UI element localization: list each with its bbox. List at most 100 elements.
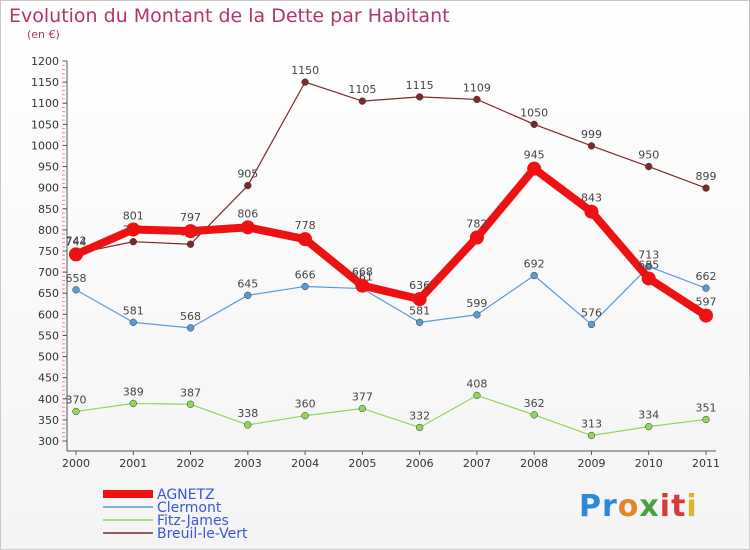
- data-label: 685: [638, 258, 659, 271]
- data-label: 599: [466, 297, 487, 310]
- data-point: [527, 161, 542, 176]
- data-label: 744: [66, 236, 87, 249]
- data-label: 636: [409, 279, 430, 292]
- data-point: [301, 282, 309, 291]
- data-label: 581: [123, 304, 144, 317]
- data-label: 782: [466, 217, 487, 230]
- x-tick-label: 2007: [463, 457, 491, 470]
- data-label: 801: [123, 209, 144, 222]
- data-label: 713: [638, 249, 659, 262]
- data-point: [183, 224, 198, 239]
- data-label: 950: [638, 149, 659, 162]
- data-point: [641, 271, 656, 286]
- series-line-fitz-james: [75, 394, 707, 437]
- data-point: [530, 120, 538, 128]
- data-point: [587, 142, 596, 150]
- data-label: 1150: [291, 64, 319, 77]
- data-label: 999: [581, 128, 602, 141]
- data-point: [358, 97, 367, 105]
- data-label: 645: [237, 277, 258, 290]
- data-point: [530, 271, 538, 280]
- data-point: [126, 222, 141, 237]
- data-point: [244, 291, 252, 299]
- legend-label: Fitz-James: [157, 513, 229, 529]
- x-tick-label: 2011: [692, 457, 720, 470]
- data-point: [186, 324, 195, 332]
- x-tick-label: 2005: [348, 457, 376, 470]
- series-line-agnetz: [72, 164, 710, 320]
- data-point: [301, 412, 309, 420]
- y-tick-label: 450: [38, 372, 59, 385]
- data-label: 1050: [520, 106, 548, 119]
- data-point: [473, 391, 481, 400]
- y-tick-label: 1050: [31, 118, 59, 131]
- data-label: 370: [66, 393, 87, 406]
- x-tick-label: 2000: [62, 457, 90, 470]
- data-point: [244, 421, 252, 429]
- data-point: [129, 399, 137, 408]
- data-label: 581: [409, 304, 430, 317]
- data-point: [702, 184, 710, 192]
- x-tick-label: 2008: [520, 457, 548, 470]
- data-point: [645, 262, 653, 271]
- data-label: 597: [696, 296, 717, 309]
- x-tick-label: 2004: [291, 457, 319, 470]
- data-label: 668: [352, 266, 373, 279]
- data-label: 905: [237, 168, 258, 181]
- data-point: [186, 400, 195, 408]
- data-point: [645, 422, 653, 431]
- y-tick-label: 900: [38, 182, 59, 195]
- data-point: [473, 311, 481, 319]
- y-tick-label: 550: [38, 329, 59, 342]
- data-point: [699, 308, 713, 323]
- data-point: [702, 415, 710, 424]
- data-point: [72, 286, 80, 294]
- data-label: 899: [696, 170, 717, 183]
- chart-title: Evolution du Montant de la Dette par Hab…: [9, 5, 450, 27]
- series-line-clermont: [75, 266, 707, 329]
- y-tick-label: 1100: [31, 97, 59, 110]
- data-label: 377: [352, 390, 373, 403]
- x-tick-label: 2009: [577, 457, 605, 470]
- data-point: [412, 292, 427, 307]
- data-label: 797: [180, 211, 201, 224]
- y-tick-label: 500: [38, 351, 59, 364]
- x-tick-label: 2003: [234, 457, 262, 470]
- data-label: 568: [180, 310, 201, 323]
- y-tick-label: 950: [38, 161, 59, 174]
- y-tick-label: 650: [38, 287, 59, 300]
- y-tick-label: 850: [38, 203, 59, 216]
- data-point: [415, 93, 424, 101]
- data-label: 338: [237, 407, 258, 420]
- data-label: 806: [237, 207, 258, 220]
- data-label: 1115: [406, 79, 434, 92]
- proxiti-logo: Proxiti: [579, 489, 698, 524]
- data-point: [244, 181, 252, 190]
- data-label: 362: [524, 397, 545, 410]
- data-point: [72, 407, 80, 416]
- data-label: 662: [696, 270, 717, 283]
- data-label: 387: [180, 386, 201, 399]
- data-point: [129, 318, 137, 327]
- x-tick-label: 2010: [635, 457, 663, 470]
- x-tick-label: 2001: [119, 457, 147, 470]
- data-point: [645, 162, 653, 171]
- data-point: [69, 247, 83, 262]
- data-point: [358, 404, 367, 413]
- data-label: 351: [696, 401, 717, 414]
- data-label: 666: [295, 268, 316, 281]
- data-point: [702, 284, 710, 292]
- data-label: 658: [66, 272, 87, 285]
- data-label: 945: [524, 149, 545, 162]
- data-label: 778: [295, 219, 316, 232]
- data-point: [587, 320, 596, 329]
- data-label: 360: [295, 398, 316, 411]
- y-tick-label: 700: [38, 266, 59, 279]
- data-point: [587, 431, 596, 440]
- data-point: [415, 423, 424, 432]
- data-point: [129, 238, 137, 246]
- data-label: 332: [409, 409, 430, 422]
- data-label: 389: [123, 385, 144, 398]
